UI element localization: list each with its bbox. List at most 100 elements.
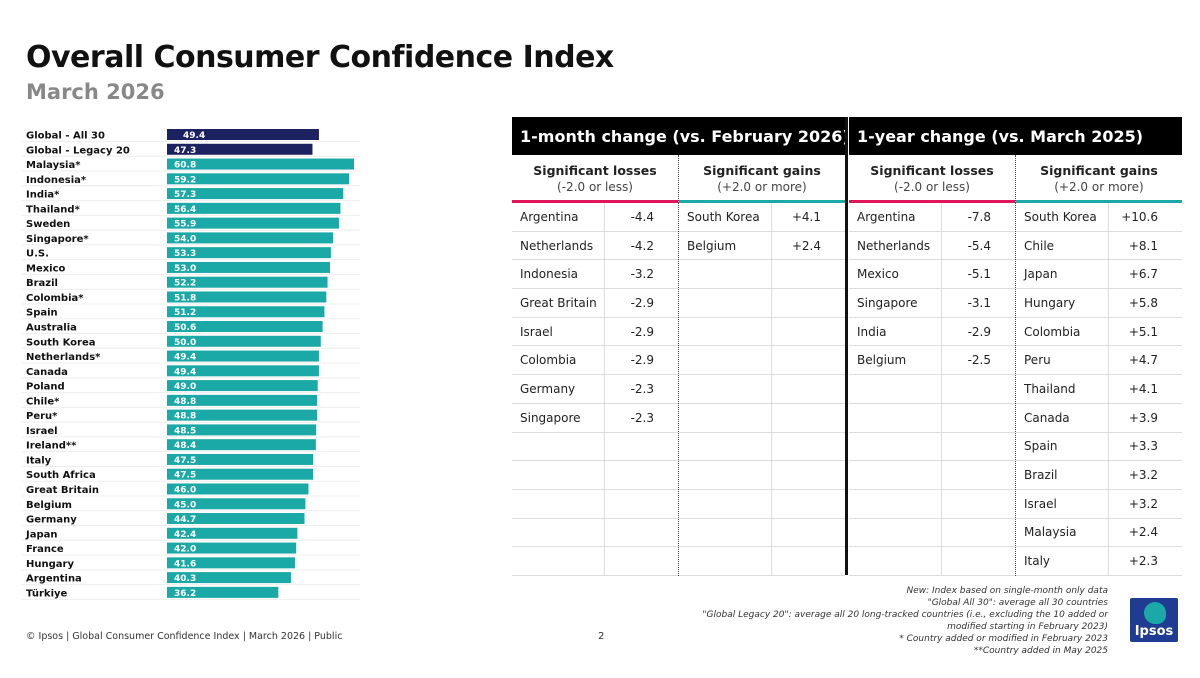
category-label: Japan bbox=[25, 529, 58, 540]
value-label: 48.4 bbox=[174, 441, 196, 451]
gains-column: South Korea +10.6 Chile +8.1 Japan +6.7 Hungar… bbox=[1016, 203, 1182, 576]
country-cell bbox=[512, 461, 605, 489]
country-cell bbox=[849, 375, 942, 403]
change-value: +2.4 bbox=[791, 238, 821, 253]
gains-note: (+2.0 or more) bbox=[717, 180, 807, 194]
table-row: Malaysia +2.4 bbox=[1016, 518, 1182, 548]
gains-note: (+2.0 or more) bbox=[1054, 180, 1144, 194]
category-label: Peru* bbox=[26, 411, 58, 422]
logo-text: Ipsos bbox=[1134, 624, 1174, 639]
value-label: 57.3 bbox=[174, 190, 196, 200]
category-label: Singapore* bbox=[26, 234, 89, 245]
page-title: Overall Consumer Confidence Index bbox=[26, 40, 614, 75]
country-cell bbox=[679, 375, 772, 403]
change-value: +3.2 bbox=[1128, 468, 1158, 483]
change-value: -2.3 bbox=[630, 410, 654, 425]
table-row: South Korea +10.6 bbox=[1016, 203, 1182, 232]
country-cell bbox=[679, 489, 772, 518]
country-cell: Belgium bbox=[679, 231, 772, 260]
value-label: 45.0 bbox=[174, 500, 196, 510]
category-label: Indonesia* bbox=[26, 175, 87, 186]
bar bbox=[167, 453, 314, 465]
table-row bbox=[679, 289, 845, 318]
change-value: -4.2 bbox=[630, 238, 654, 253]
losses-note: (-2.0 or less) bbox=[894, 180, 970, 194]
country-cell: Peru bbox=[1016, 346, 1109, 375]
country-cell: Spain bbox=[1016, 432, 1109, 461]
bar bbox=[167, 572, 291, 584]
country-cell bbox=[849, 403, 942, 432]
table-row: Peru +4.7 bbox=[1016, 346, 1182, 376]
bar-chart: Global - All 30 49.4 Global - Legacy 20 47.… bbox=[22, 129, 360, 600]
value-label: 41.6 bbox=[174, 559, 196, 569]
country-cell: Colombia bbox=[1016, 317, 1109, 346]
losses-label: Significant losses bbox=[533, 163, 657, 178]
table-row: Singapore -3.1 bbox=[849, 289, 1015, 318]
note: * Country added or modified in February … bbox=[899, 634, 1108, 644]
change-value: +4.1 bbox=[791, 209, 821, 224]
table-row bbox=[512, 489, 678, 519]
category-label: Spain bbox=[26, 308, 58, 319]
change-value: +3.3 bbox=[1128, 439, 1158, 454]
value-label: 50.0 bbox=[174, 338, 196, 348]
bar bbox=[167, 513, 305, 525]
country-cell bbox=[679, 317, 772, 346]
country-cell: Chile bbox=[1016, 231, 1109, 260]
table-row: South Korea +4.1 bbox=[679, 203, 845, 232]
country-cell: Canada bbox=[1016, 403, 1109, 432]
change-value: +3.9 bbox=[1128, 410, 1158, 425]
bar bbox=[167, 261, 331, 273]
category-label: Canada bbox=[26, 367, 68, 378]
value-label: 51.2 bbox=[174, 308, 196, 318]
table-row bbox=[849, 403, 1015, 433]
change-value: -2.9 bbox=[967, 324, 991, 339]
value-label: 36.2 bbox=[174, 589, 196, 599]
gains-label: Significant gains bbox=[703, 163, 821, 178]
change-value: -3.2 bbox=[630, 267, 654, 282]
country-cell: Indonesia bbox=[512, 260, 605, 289]
country-cell: Israel bbox=[512, 317, 605, 346]
category-label: Sweden bbox=[26, 219, 70, 230]
gains-label: Significant gains bbox=[1040, 163, 1158, 178]
table-row: Colombia +5.1 bbox=[1016, 317, 1182, 347]
country-cell bbox=[512, 518, 605, 547]
category-label: France bbox=[26, 544, 64, 555]
category-label: Chile* bbox=[26, 396, 60, 407]
bar bbox=[167, 439, 316, 451]
country-cell: Brazil bbox=[1016, 461, 1109, 489]
category-label: Israel bbox=[26, 426, 58, 437]
category-label: Colombia* bbox=[26, 293, 84, 304]
value-label: 48.5 bbox=[174, 426, 196, 436]
change-value: +5.1 bbox=[1128, 324, 1158, 339]
country-cell bbox=[679, 403, 772, 432]
losses-column: Argentina -4.4 Netherlands -4.2 Indonesia -3.… bbox=[512, 203, 679, 576]
table-row: Canada +3.9 bbox=[1016, 403, 1182, 433]
table-row bbox=[512, 547, 678, 576]
category-label: U.S. bbox=[26, 249, 49, 260]
change-value: +2.3 bbox=[1128, 554, 1158, 569]
change-value: -2.9 bbox=[630, 353, 654, 368]
country-cell: Netherlands bbox=[849, 231, 942, 260]
change-value: -4.4 bbox=[630, 209, 654, 224]
footnotes: New: Index based on single-month only da… bbox=[702, 585, 1108, 657]
bar bbox=[167, 468, 314, 480]
country-cell: India bbox=[849, 317, 942, 346]
bar bbox=[167, 350, 319, 362]
bar bbox=[167, 409, 318, 421]
losses-label: Significant losses bbox=[870, 163, 994, 178]
change-value: -2.5 bbox=[967, 353, 991, 368]
change-value: +5.8 bbox=[1128, 295, 1158, 310]
category-label: Global - All 30 bbox=[26, 131, 105, 142]
table-row bbox=[849, 461, 1015, 490]
country-cell: Japan bbox=[1016, 260, 1109, 289]
country-cell bbox=[849, 518, 942, 547]
note: New: Index based on single-month only da… bbox=[906, 586, 1108, 596]
table-row: Israel -2.9 bbox=[512, 317, 678, 347]
country-cell bbox=[679, 432, 772, 461]
country-cell bbox=[512, 547, 605, 575]
table-title: 1-year change (vs. March 2025) bbox=[849, 117, 1182, 155]
bar bbox=[167, 129, 319, 140]
country-cell bbox=[679, 346, 772, 375]
value-label: 51.8 bbox=[174, 293, 196, 303]
country-cell: Hungary bbox=[1016, 289, 1109, 317]
